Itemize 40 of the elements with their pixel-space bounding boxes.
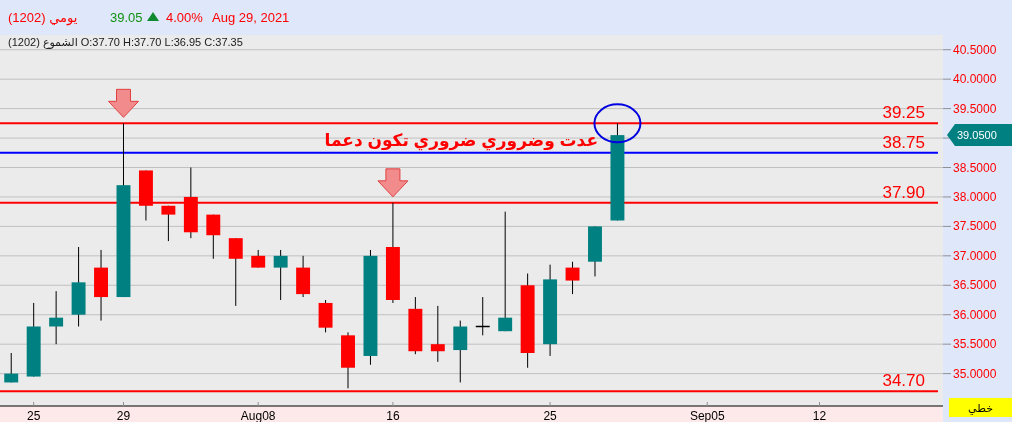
- ref-line-label: 39.25: [882, 103, 925, 123]
- candlestick: [4, 352, 19, 383]
- y-tick-label: 36.5000: [953, 278, 997, 293]
- y-tick-label: 38.0000: [953, 189, 997, 204]
- text: Aug 29, 2021: [212, 10, 290, 25]
- annotation: الشموع (1202) O:37.70 H:37.70 L:36.95 C:37.35: [8, 36, 243, 49]
- y-tick-label: 40.0000: [953, 72, 997, 87]
- candlestick: [161, 205, 176, 242]
- text: 39.05: [110, 10, 143, 25]
- candlestick: [565, 261, 580, 295]
- y-tick-label: 35.5000: [953, 337, 997, 352]
- y-tick-label: 36.0000: [953, 307, 997, 322]
- x-tick-label: 25: [543, 409, 558, 422]
- y-tick-label: 40.5000: [953, 42, 997, 57]
- x-tick-label: Sep05: [689, 409, 725, 422]
- text: خطي: [968, 402, 993, 415]
- text: 39.0500: [957, 129, 997, 141]
- x-tick-label: 16: [386, 409, 400, 422]
- y-tick-label: 39.5000: [953, 101, 997, 116]
- chart-title: (1202) يومي: [8, 10, 78, 26]
- candlestick: [430, 305, 445, 363]
- ref-line-label: 37.90: [882, 182, 925, 202]
- candlestick: [453, 320, 468, 383]
- ref-line-label: 34.70: [882, 371, 925, 391]
- y-tick-label: 35.0000: [953, 366, 997, 381]
- x-tick-label: 29: [116, 409, 131, 422]
- ref-line-label: 38.75: [882, 132, 925, 152]
- x-tick-label: 25: [27, 409, 41, 422]
- x-tick-label: 12: [812, 409, 827, 422]
- y-tick-label: 37.0000: [953, 248, 997, 263]
- candlestick: [228, 237, 243, 307]
- y-tick-label: 38.5000: [953, 160, 997, 175]
- text: 4.00%: [166, 10, 204, 25]
- y-tick-label: 37.5000: [953, 219, 997, 234]
- candlestick: [273, 249, 288, 301]
- x-tick-label: Aug08: [240, 409, 276, 422]
- annotation: عدت وضروري ضروري تكون دعما: [324, 131, 598, 151]
- candlestick: [206, 214, 221, 260]
- candlestick: [49, 290, 64, 345]
- candlestick: [498, 211, 513, 332]
